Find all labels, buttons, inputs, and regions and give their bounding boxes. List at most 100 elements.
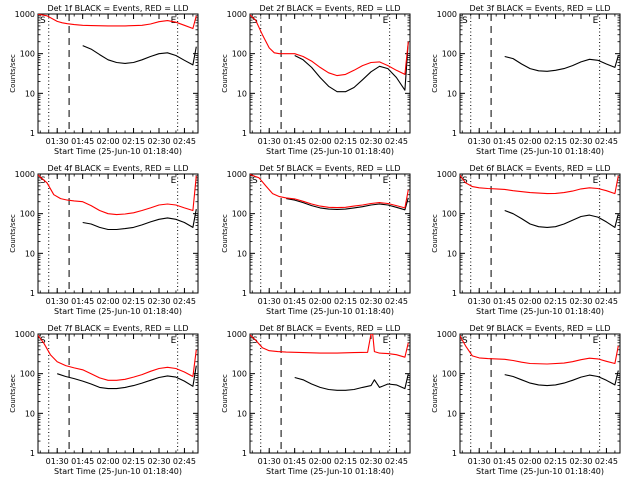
y-tick-label: 1000: [227, 170, 247, 179]
chart-panel-8: Det 8f BLACK = Events, RED = LLD 1 10 100 10…: [221, 324, 411, 476]
x-tick-label: 01:30: [468, 297, 491, 306]
x-tick-label: 02:15: [544, 137, 567, 146]
x-axis-label: Start Time (25-Jun-10 01:18:40): [54, 467, 182, 476]
y-tick-label: 1000: [227, 330, 247, 339]
chart-panel-7: Det 7f BLACK = Events, RED = LLD 1 10 100 10…: [9, 324, 199, 476]
y-tick-label: 1: [242, 449, 247, 458]
y-tick-label: 1000: [227, 10, 247, 19]
y-tick-label: 1000: [15, 10, 35, 19]
x-tick-label: 02:00: [97, 137, 120, 146]
chart-title: Det 4f BLACK = Events, RED = LLD: [47, 164, 188, 173]
end-marker-label: E: [171, 336, 177, 346]
y-tick-label: 1: [452, 129, 457, 138]
x-tick-label: 02:30: [147, 457, 170, 466]
y-tick-label: 100: [20, 50, 35, 59]
chart-panel-6: Det 6f BLACK = Events, RED = LLD 1 10 100 10…: [431, 164, 621, 316]
x-tick-label: 01:30: [258, 297, 281, 306]
x-tick-label: 02:00: [309, 457, 332, 466]
x-tick-label: 01:30: [468, 457, 491, 466]
start-marker-label: S: [462, 176, 468, 186]
plot-frame: [459, 333, 621, 454]
x-tick-label: 01:45: [283, 297, 306, 306]
x-tick-label: 02:15: [334, 137, 357, 146]
x-tick-label: 02:00: [97, 457, 120, 466]
y-tick-label: 10: [237, 89, 247, 98]
end-marker-label: E: [171, 16, 177, 26]
end-marker-label: E: [383, 336, 389, 346]
plot-frame: [459, 13, 621, 134]
x-tick-label: 02:00: [519, 297, 542, 306]
x-tick-label: 01:30: [258, 137, 281, 146]
x-tick-label: 01:30: [46, 457, 69, 466]
y-tick-label: 10: [447, 249, 457, 258]
chart-panel-2: Det 2f BLACK = Events, RED = LLD 1 10 100 10…: [221, 4, 411, 156]
x-axis-label: Start Time (25-Jun-10 01:18:40): [476, 467, 604, 476]
chart-panel-9: Det 9f BLACK = Events, RED = LLD 1 10 100 10…: [431, 324, 621, 476]
plot-frame: [249, 173, 411, 294]
chart-title: Det 2f BLACK = Events, RED = LLD: [259, 4, 400, 13]
y-tick-label: 1: [30, 129, 35, 138]
y-axis-label: Counts/sec: [221, 374, 229, 413]
x-tick-label: 02:45: [385, 457, 408, 466]
x-tick-label: 01:45: [493, 457, 516, 466]
y-axis-label: Counts/sec: [9, 214, 17, 253]
x-tick-label: 02:45: [595, 297, 618, 306]
x-axis-label: Start Time (25-Jun-10 01:18:40): [54, 147, 182, 156]
y-tick-label: 1000: [437, 10, 457, 19]
series-lld-line: [38, 174, 197, 216]
series-events-line: [57, 365, 197, 390]
chart-panel-3: Det 3f BLACK = Events, RED = LLD 1 10 100 10…: [431, 4, 621, 156]
x-tick-label: 02:30: [359, 457, 382, 466]
x-tick-label: 02:30: [147, 297, 170, 306]
series-lld-line: [460, 174, 619, 195]
y-tick-label: 1000: [437, 170, 457, 179]
y-tick-label: 10: [25, 89, 35, 98]
x-tick-label: 01:45: [283, 137, 306, 146]
chart-title: Det 6f BLACK = Events, RED = LLD: [469, 164, 610, 173]
start-marker-label: S: [40, 16, 46, 26]
y-axis-label: Counts/sec: [431, 214, 439, 253]
plot-frame: [249, 333, 411, 454]
x-tick-label: 02:30: [359, 297, 382, 306]
x-tick-label: 02:15: [334, 457, 357, 466]
x-tick-label: 02:45: [173, 457, 196, 466]
x-tick-label: 02:15: [122, 457, 145, 466]
y-tick-label: 100: [442, 50, 457, 59]
x-tick-label: 01:30: [46, 137, 69, 146]
chart-title: Det 1f BLACK = Events, RED = LLD: [47, 4, 188, 13]
y-tick-label: 100: [442, 370, 457, 379]
y-axis-label: Counts/sec: [9, 54, 17, 93]
x-tick-label: 02:30: [147, 137, 170, 146]
start-marker-label: S: [462, 336, 468, 346]
x-tick-label: 02:00: [309, 297, 332, 306]
y-tick-label: 10: [237, 409, 247, 418]
end-marker-label: E: [383, 176, 389, 186]
chart-title: Det 3f BLACK = Events, RED = LLD: [469, 4, 610, 13]
series-events-line: [504, 209, 619, 228]
y-axis-label: Counts/sec: [9, 374, 17, 413]
x-tick-label: 01:45: [71, 457, 94, 466]
end-marker-label: E: [171, 176, 177, 186]
y-tick-label: 1: [452, 449, 457, 458]
x-tick-label: 01:30: [258, 457, 281, 466]
series-events-line: [82, 208, 197, 231]
x-tick-label: 01:30: [468, 137, 491, 146]
y-tick-label: 100: [232, 370, 247, 379]
x-tick-label: 02:00: [97, 297, 120, 306]
x-tick-label: 02:30: [359, 137, 382, 146]
x-tick-label: 02:00: [519, 137, 542, 146]
chart-panel-5: Det 5f BLACK = Events, RED = LLD 1 10 100 10…: [221, 164, 411, 316]
y-tick-label: 1000: [15, 330, 35, 339]
x-tick-label: 01:45: [71, 137, 94, 146]
y-axis-label: Counts/sec: [431, 374, 439, 413]
series-lld-line: [38, 334, 197, 381]
y-tick-label: 10: [25, 409, 35, 418]
x-tick-label: 02:30: [569, 137, 592, 146]
start-marker-label: S: [252, 176, 258, 186]
y-tick-label: 100: [20, 210, 35, 219]
plot-frame: [37, 13, 199, 134]
y-axis-label: Counts/sec: [221, 54, 229, 93]
chart-title: Det 7f BLACK = Events, RED = LLD: [47, 324, 188, 333]
start-marker-label: S: [252, 16, 258, 26]
